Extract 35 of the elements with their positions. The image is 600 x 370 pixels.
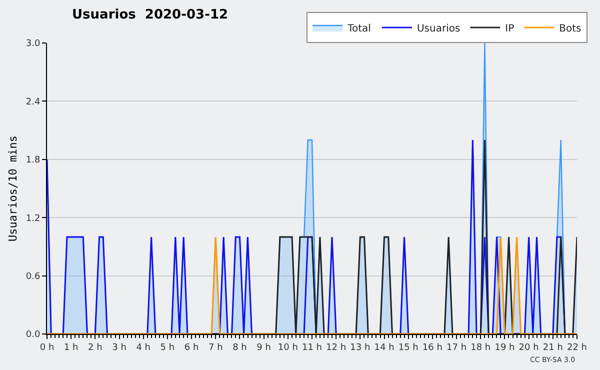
x-tick-label: 22 h	[566, 342, 588, 353]
legend-label: IP	[505, 23, 514, 34]
x-tick-label: 20 h	[518, 342, 539, 353]
legend-label: Total	[346, 23, 371, 34]
x-tick-label: 18 h	[470, 342, 491, 353]
x-tick-label: 9 h	[256, 342, 271, 353]
y-tick-label: 1.8	[26, 156, 40, 166]
x-tick-label: 16 h	[422, 342, 442, 353]
x-tick-label: 8 h	[232, 342, 247, 353]
x-tick-label: 10 h	[278, 342, 298, 353]
x-tick-label: 7 h	[208, 342, 223, 353]
y-tick-label: 2.4	[26, 97, 40, 108]
y-tick-label: 0.0	[26, 330, 40, 340]
y-axis-title: Usuarios/10 mins	[6, 136, 20, 242]
x-tick-label: 6 h	[184, 342, 199, 353]
y-tick-label: 1.2	[26, 214, 40, 224]
x-tick-label: 0 h	[40, 342, 54, 353]
x-tick-label: 14 h	[374, 342, 394, 353]
legend-label: Usuarios	[416, 23, 460, 34]
x-tick-label: 2 h	[88, 342, 102, 353]
x-tick-label: 12 h	[326, 342, 346, 353]
x-tick-label: 5 h	[160, 342, 175, 353]
x-tick-label: 21 h	[542, 342, 563, 353]
x-tick-label: 13 h	[350, 342, 370, 353]
legend-label: Bots	[559, 23, 582, 34]
x-tick-label: 19 h	[494, 342, 515, 353]
x-tick-label: 3 h	[112, 342, 126, 353]
x-tick-label: 4 h	[136, 342, 151, 353]
x-tick-label: 11 h	[302, 342, 322, 353]
y-tick-label: 0.6	[26, 272, 40, 282]
chart-title: Usuarios 2020-03-12	[72, 7, 228, 22]
x-tick-label: 17 h	[446, 342, 467, 353]
x-tick-label: 15 h	[398, 342, 418, 353]
x-tick-label: 1 h	[64, 342, 78, 353]
y-tick-label: 3.0	[26, 39, 40, 50]
